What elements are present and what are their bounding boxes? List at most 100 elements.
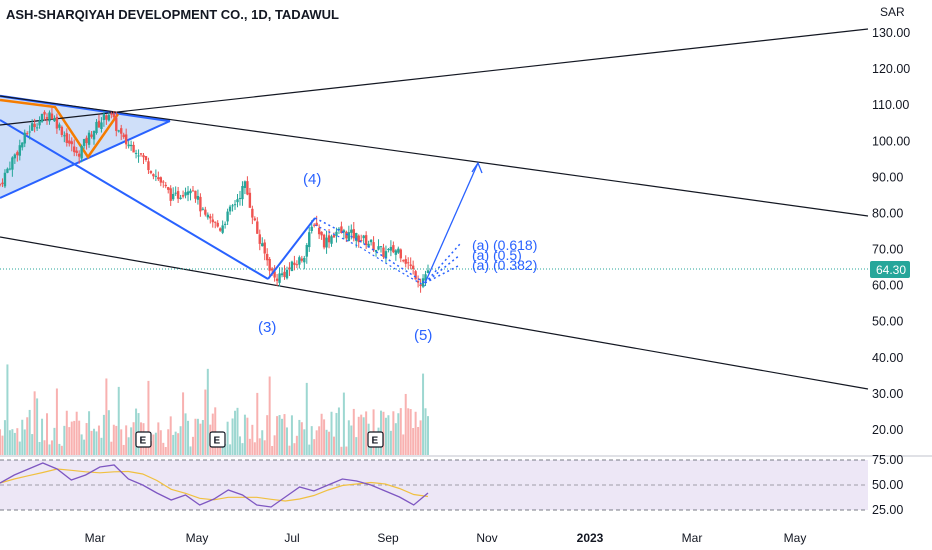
candle-body xyxy=(352,229,355,239)
volume-bar xyxy=(251,424,254,455)
volume-bar xyxy=(23,429,26,455)
volume-bar xyxy=(290,415,293,455)
candle-body xyxy=(204,209,207,215)
candle-body xyxy=(226,211,229,222)
volume-bar xyxy=(409,409,412,455)
candle-body xyxy=(209,216,212,219)
candle-body xyxy=(416,280,420,283)
volume-bar xyxy=(298,419,301,455)
volume-bar xyxy=(320,413,323,455)
volume-bar xyxy=(189,446,192,455)
svg-text:E: E xyxy=(372,436,379,447)
volume-bar xyxy=(16,428,19,455)
volume-bar xyxy=(73,420,76,455)
fib-dotted-1 xyxy=(424,243,461,284)
candle-body xyxy=(53,118,56,122)
candle-body xyxy=(1,182,4,185)
triangle-diagonal-line xyxy=(0,119,269,280)
candle-body xyxy=(132,144,135,153)
candle-body xyxy=(201,208,205,210)
volume-bar xyxy=(355,437,358,455)
wave-4-to-5-dotted-2 xyxy=(314,224,426,287)
candle-body xyxy=(186,191,190,195)
candle-body xyxy=(75,150,78,153)
channel-mid-line xyxy=(0,95,869,217)
volume-bar xyxy=(167,429,170,455)
wave-label-5: (5) xyxy=(414,327,432,344)
candle-body xyxy=(216,222,219,227)
candle-body xyxy=(23,132,26,144)
volume-bar xyxy=(332,436,335,455)
candle-body xyxy=(176,191,180,199)
volume-bar xyxy=(38,441,41,455)
candle-body xyxy=(332,234,336,238)
candle-body xyxy=(169,188,172,201)
candle-body xyxy=(347,232,351,241)
candle-body xyxy=(85,137,88,144)
candle-body xyxy=(362,235,365,239)
price-tick-label: 80.00 xyxy=(872,206,903,220)
volume-bar xyxy=(132,422,135,455)
time-tick-label: May xyxy=(784,531,807,545)
volume-bar xyxy=(422,373,425,455)
volume-bar xyxy=(196,418,199,455)
volume-bar xyxy=(90,430,93,455)
volume-bar xyxy=(318,426,321,455)
volume-bar xyxy=(283,414,286,455)
volume-bar xyxy=(75,411,78,455)
rsi-ma-line xyxy=(0,468,429,502)
candle-body xyxy=(246,181,249,195)
volume-bar xyxy=(224,443,227,455)
candle-body xyxy=(360,240,363,242)
candle-body xyxy=(241,185,244,200)
earnings-marker[interactable]: E xyxy=(367,431,384,448)
candle-body xyxy=(18,145,21,156)
volume-bar xyxy=(18,441,21,455)
volume-bar xyxy=(33,391,36,455)
volume-bar xyxy=(112,424,115,455)
candle-body xyxy=(409,264,412,266)
earnings-marker[interactable]: E xyxy=(209,431,226,448)
volume-bar xyxy=(70,421,73,455)
rsi-tick-label: 50.00 xyxy=(872,478,903,492)
volume-bar xyxy=(362,417,365,455)
volume-bar xyxy=(389,430,392,455)
candle-body xyxy=(270,268,274,271)
volume-bar xyxy=(392,411,395,455)
candle-body xyxy=(268,259,271,271)
candle-body xyxy=(214,221,217,223)
candle-body xyxy=(152,174,155,177)
volume-bar xyxy=(187,420,190,455)
volume-bar xyxy=(243,414,246,455)
volume-bar xyxy=(177,433,180,455)
candle-body xyxy=(164,184,167,187)
volume-bar xyxy=(303,429,306,455)
channel-upper-line xyxy=(0,28,869,126)
volume-bar xyxy=(174,431,177,455)
candle-body xyxy=(112,113,116,118)
volume-bar xyxy=(26,417,29,455)
candle-body xyxy=(248,192,252,208)
fib-label-0382: (a) (0.382) xyxy=(472,257,537,273)
candle-body xyxy=(30,123,34,131)
volume-bar xyxy=(285,427,288,455)
candle-body xyxy=(6,168,9,173)
volume-bar xyxy=(21,419,24,455)
volume-bar xyxy=(127,437,130,455)
currency-label: SAR xyxy=(880,5,905,19)
volume-bar xyxy=(135,408,138,455)
earnings-marker[interactable]: E xyxy=(135,431,152,448)
fib-label-05: (a) (0.5) xyxy=(472,247,522,263)
candle-body xyxy=(48,112,51,122)
volume-bar xyxy=(206,368,209,455)
candle-body xyxy=(305,244,308,257)
volume-bar xyxy=(115,425,118,455)
projection-arrow-head xyxy=(471,161,483,174)
wave-label-3: (3) xyxy=(258,319,276,336)
volume-bar xyxy=(13,432,16,455)
volume-bar xyxy=(53,427,56,455)
candle-body xyxy=(325,237,328,248)
rsi-tick-label: 25.00 xyxy=(872,503,903,517)
candle-body xyxy=(50,113,54,119)
